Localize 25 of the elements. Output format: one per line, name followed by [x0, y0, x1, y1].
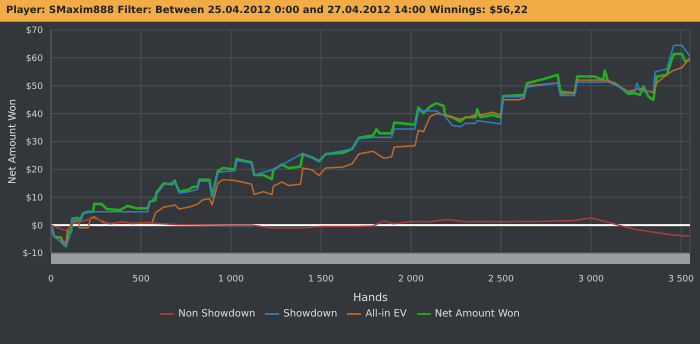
y-tick-label: $50 [26, 82, 44, 92]
y-tick-label: $0 [32, 221, 44, 232]
y-tick-label: $10 [26, 193, 44, 204]
x-tick-label: 1 000 [218, 274, 244, 284]
y-tick-label: $-10 [22, 249, 44, 260]
x-axis-title: Hands [353, 291, 388, 304]
legend-label: All-in EV [365, 308, 407, 320]
y-tick-label: $70 [26, 26, 44, 36]
y-tick-label: $40 [26, 110, 44, 120]
y-axis-title: Net Amount Won [8, 99, 19, 184]
legend-label: Non Showdown [178, 308, 256, 320]
x-tick-label: 0 [48, 274, 54, 284]
x-tick-label: 1 500 [308, 274, 334, 284]
x-tick-label: 3 500 [668, 274, 694, 284]
legend-label: Showdown [283, 308, 338, 320]
y-tick-label: $30 [26, 138, 44, 148]
x-tick-label: 2 500 [488, 274, 514, 284]
line-series [51, 217, 690, 238]
x-tick-label: 3 000 [578, 274, 604, 284]
y-tick-label: $20 [26, 166, 44, 176]
chart-title: Player: SMaxim888 Filter: Between 25.04.2012 0:00 and 27.04.2012 14:00 Winnings: $56,22 [0, 0, 700, 22]
x-tick-label: 500 [132, 274, 150, 284]
legend-label: Net Amount Won [434, 308, 520, 320]
x-tick-label: 2 000 [398, 274, 424, 284]
y-tick-label: $60 [26, 54, 44, 64]
